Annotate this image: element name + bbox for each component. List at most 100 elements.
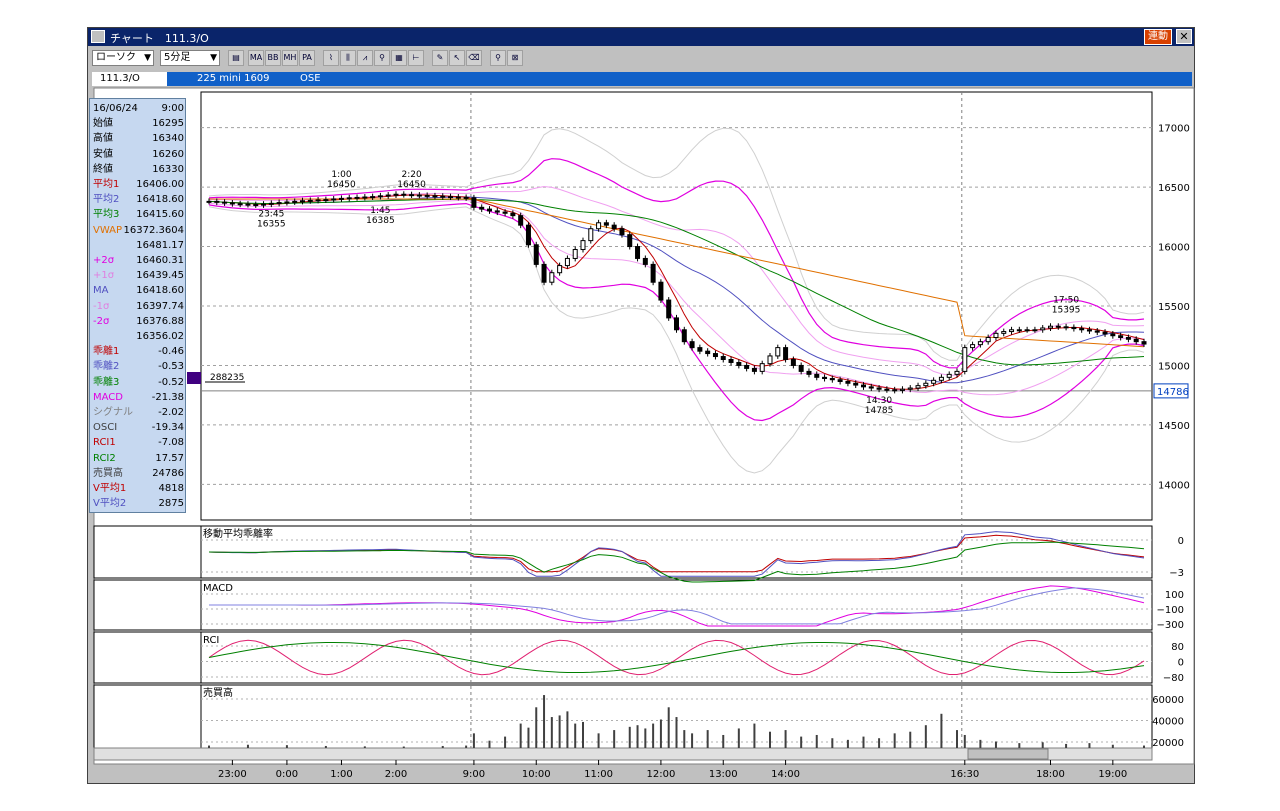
data-row: V平均2 2875 [93,496,184,511]
zoom-icon[interactable]: ⚲ [374,50,390,66]
data-row-label: 終値 [93,163,113,175]
cursor-icon[interactable]: ↖ [449,50,465,66]
candle-body [814,373,820,378]
data-row-value: 9:00 [161,103,184,114]
volume-bar [488,740,491,748]
volume-bar [535,707,538,748]
candle-body [798,364,804,372]
table-icon[interactable]: ▦ [391,50,407,66]
candle-body [954,370,960,375]
data-row-value: -0.53 [158,361,184,373]
data-row-value: 16481.17 [136,239,184,251]
data-row-value: 16439.45 [136,270,184,282]
bb-button[interactable]: BB [265,50,281,66]
candle-body [876,387,882,390]
volume-bar [659,719,662,748]
data-row-label: 始値 [93,118,113,130]
volume-bar [566,711,569,748]
candle-body [923,382,929,387]
volume-bar [800,736,803,748]
volume-bar [753,723,756,748]
data-row-value: 16418.60 [136,285,184,297]
x-tick-label: 2:00 [385,769,407,780]
candle-body [229,202,235,205]
x-tick-label: 10:00 [522,769,551,780]
volume-marker-label: 288235 [210,373,244,383]
volume-bar [246,744,249,748]
pen-icon[interactable]: ✎ [432,50,448,66]
data-row-value: 16372.3604 [123,224,184,236]
candle-body [541,263,547,283]
no-draw-icon[interactable]: ⊠ [507,50,523,66]
volume-bar [691,733,694,748]
data-row-value: 16356.02 [136,331,184,342]
line-chart-icon[interactable]: ⌇ [323,50,339,66]
volume-bar [675,717,678,748]
x-tick-label: 14:00 [771,769,800,780]
volume-bar [363,746,366,748]
indicator-icon[interactable]: ⩘ [357,50,373,66]
link-button[interactable]: 連動 [1144,29,1172,45]
candle-body [603,222,609,226]
subpanel-tick-label: −300 [1157,620,1184,631]
data-row-label: MA [93,285,109,297]
subpanel-title: MACD [203,583,233,594]
annotation-price: 14785 [865,406,894,416]
candle-body [1009,329,1015,333]
candle-body [845,380,851,384]
candle-body [471,197,477,208]
ma-button[interactable]: MA [248,50,264,66]
interval-select[interactable]: 5分足 ▼ [160,50,220,66]
data-row-label: 安値 [93,148,113,160]
volume-bar [574,723,577,748]
volume-bar [519,723,522,748]
bollinger-plus3-line [208,127,1145,361]
data-row: -2σ 16376.88 [93,314,184,329]
volume-bar [543,695,546,748]
volume-bar [1041,742,1044,748]
candle-body [1102,331,1108,335]
data-row-label: 平均2 [93,194,120,206]
data-row: 乖離3 -0.52 [93,375,184,390]
price-tick-label: 15000 [1158,361,1190,372]
candle-body [689,341,695,349]
candle-body [370,196,376,199]
volume-bar [1018,743,1021,748]
candle-chart-icon[interactable]: ⫼ [340,50,356,66]
candle-body [962,347,968,372]
candle-body [237,203,243,206]
chart-type-select[interactable]: ローソク ▼ [92,50,154,66]
volume-bar [667,707,670,748]
candle-body [985,337,991,343]
data-row-label: 16/06/24 [93,103,138,114]
candle-body [1086,329,1092,332]
search-icon[interactable]: ⚲ [490,50,506,66]
close-icon[interactable]: ✕ [1176,29,1192,44]
data-row-label: RCI1 [93,437,116,449]
instrument-name: 225 mini 1609 [197,73,270,84]
data-row-label: 乖離1 [93,346,120,358]
subpanel-frame [93,631,1153,684]
candle-body [861,384,866,388]
candle-body [261,203,267,206]
title-bar[interactable]: チャート 111.3/O 連動 ✕ [88,28,1194,46]
candle-body [977,341,983,346]
chart-settings-icon[interactable]: ▤ [228,50,244,66]
split-icon[interactable]: ⊢ [408,50,424,66]
data-row-value: -0.46 [158,346,184,358]
candle-body [214,200,220,203]
subpanel-title: 移動平均乖離率 [203,527,273,540]
data-row-value: 17.57 [155,452,184,464]
candle-body [681,329,687,343]
data-row-value: 16260 [152,148,184,160]
candle-body [401,193,407,196]
data-row-value: 16418.60 [136,194,184,206]
candle-body [487,208,492,212]
pa-button[interactable]: PA [299,50,315,66]
volume-bar [722,734,725,748]
annotation-price: 16355 [257,219,286,229]
candle-body [1016,329,1022,332]
mh-button[interactable]: MH [282,50,298,66]
eraser-icon[interactable]: ⌫ [466,50,482,66]
